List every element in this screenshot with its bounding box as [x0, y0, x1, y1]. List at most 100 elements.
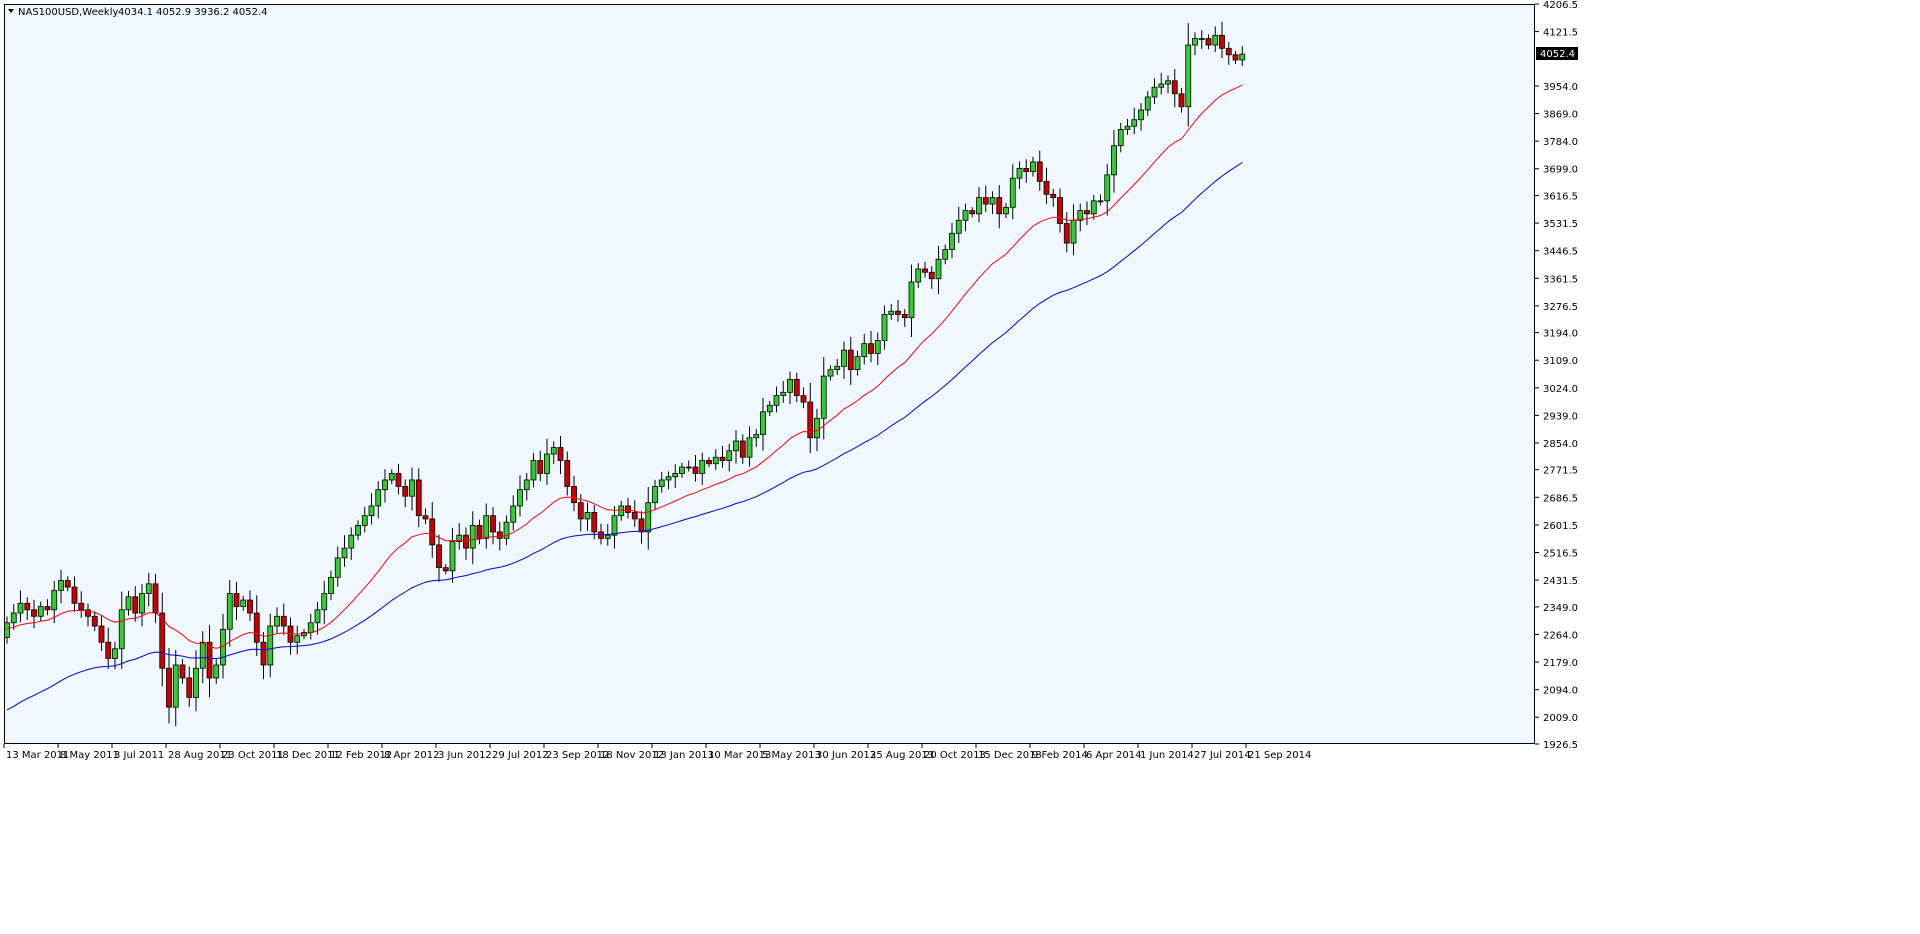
candle-body-bull [226, 593, 233, 630]
price-axis[interactable]: 4206.5 4121.5 3954.0 3869.0 3784.0 3699.0 3616… [1535, 0, 1578, 751]
x-tick-label: 9 Feb 2014 [1032, 750, 1088, 761]
candle-body-bear [422, 515, 429, 520]
candle [132, 586, 139, 622]
candle [125, 590, 132, 616]
candle-body-bull [321, 593, 328, 611]
candle [611, 506, 618, 549]
candle-body-bear [1084, 210, 1090, 215]
candle-body-bear [260, 641, 267, 666]
candle [368, 493, 375, 525]
candle [1165, 75, 1171, 94]
candle [1151, 78, 1158, 104]
candle-body-bull [935, 258, 942, 280]
x-tick-label: 28 Aug 2011 [168, 750, 232, 761]
candle-body-bear [1063, 223, 1070, 244]
candle [10, 604, 17, 630]
x-tick-label: 15 Dec 2013 [978, 750, 1042, 761]
candle [517, 475, 523, 517]
candle [1198, 30, 1205, 49]
candle [469, 511, 476, 565]
candle-body-bear [179, 664, 186, 679]
candle [490, 507, 496, 545]
candle [1144, 91, 1151, 116]
candle-body-bull [375, 489, 382, 507]
candle-body-bull [51, 589, 58, 611]
y-tick-label: 2349.0 [1543, 603, 1578, 614]
candle-body-bull [834, 365, 841, 371]
chart-header: NAS100USD,Weekly 4034.1 4052.9 3936.2 40… [8, 7, 268, 18]
candle [503, 515, 510, 546]
candle-body-bull [861, 343, 868, 358]
candle [895, 300, 901, 322]
candle-body-bull [760, 411, 766, 435]
candle-body-bull [503, 521, 510, 539]
candle-body-bull [456, 534, 463, 543]
candle [672, 464, 679, 488]
candle-body-bull [611, 515, 618, 536]
plot-border [4, 4, 1535, 744]
candle-body-bull [780, 391, 787, 396]
candle-body-bull [1158, 83, 1165, 88]
candle-body-bull [989, 197, 996, 205]
candle [294, 625, 301, 655]
candle-body-bull [712, 456, 719, 465]
candle-body-bear [233, 593, 240, 607]
candle-body-bear [719, 456, 726, 461]
candle-body-bear [847, 349, 854, 371]
x-tick-label: 1 Jun 2014 [1140, 750, 1194, 761]
candle [388, 469, 395, 485]
candle-body-bear [31, 609, 37, 617]
candle [766, 401, 773, 417]
candle [571, 475, 577, 512]
candle [928, 266, 935, 289]
candle-body-bear [1036, 161, 1043, 182]
candle [456, 523, 463, 550]
candle [476, 519, 483, 545]
candle [780, 381, 787, 403]
candle-body-bull [679, 466, 685, 474]
candle-body-bull [1117, 129, 1124, 147]
candle-body-bull [112, 648, 118, 659]
candle-body-bear [402, 486, 409, 497]
moving-average-fast [6, 84, 1243, 649]
candle [31, 599, 37, 629]
y-tick-label: 1926.5 [1543, 740, 1578, 751]
candle [699, 452, 706, 486]
candle [793, 372, 800, 403]
candle-body-bull [773, 395, 780, 406]
candle-body-bear [706, 460, 712, 465]
candle [544, 438, 550, 485]
candle [64, 576, 71, 592]
candle-body-bear [1205, 38, 1212, 46]
candle-body-bull [814, 417, 820, 439]
candle-body-bull [294, 635, 301, 643]
dropdown-triangle-icon[interactable] [8, 9, 14, 13]
candle-body-bull [1144, 96, 1151, 111]
candle [253, 595, 260, 657]
candle [1131, 107, 1138, 135]
candle [361, 506, 368, 533]
candle [996, 185, 1003, 229]
candle-body-bull [976, 197, 982, 215]
candle [105, 627, 112, 670]
candle-body-bull [1124, 125, 1131, 130]
candle-body-bull [726, 450, 733, 461]
candle [112, 641, 118, 670]
candle [139, 584, 145, 627]
candle-body-bull [753, 434, 760, 439]
y-tick-label: 2264.0 [1543, 630, 1578, 641]
candle-body-bull [827, 369, 834, 377]
x-tick-label: 13 Jan 2013 [654, 750, 714, 761]
candle [955, 206, 962, 244]
candle [982, 185, 989, 213]
candle [584, 502, 591, 531]
candle-body-bull [483, 515, 490, 539]
candle [746, 426, 753, 467]
candle [618, 500, 625, 521]
y-tick-label: 4206.5 [1543, 0, 1578, 11]
plot-area[interactable] [4, 4, 1535, 744]
candle [712, 449, 719, 470]
